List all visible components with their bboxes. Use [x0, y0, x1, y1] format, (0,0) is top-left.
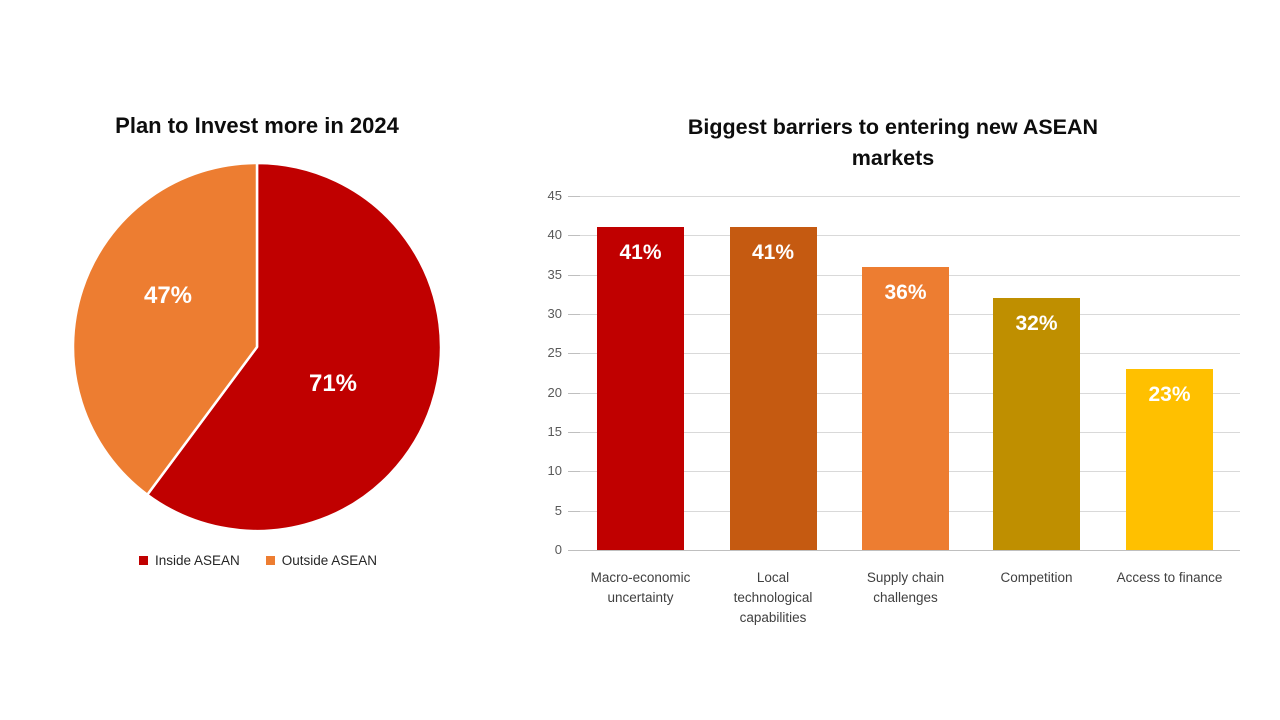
- category-label-2: Local technological capabilities: [703, 568, 843, 628]
- y-tick-label-45: 45: [547, 188, 562, 203]
- y-tick-label-10: 10: [547, 463, 562, 479]
- y-tick-label-15: 15: [547, 424, 562, 439]
- category-label-line: capabilities: [739, 610, 807, 625]
- bar-3: 36%: [862, 266, 949, 550]
- bar-2: 41%: [729, 227, 817, 550]
- category-label-line: Macro-economic: [590, 570, 691, 585]
- pie-chart-title: Plan to Invest more in 2024: [115, 113, 399, 138]
- category-label-line: Local: [756, 570, 790, 585]
- pie-slice-label-inside-asean: 71%: [308, 370, 358, 397]
- y-tick-30: [568, 314, 580, 315]
- bar-5: 23%: [1126, 369, 1213, 550]
- y-tick-label-0: 0: [554, 542, 562, 557]
- category-label-line: challenges: [873, 590, 938, 605]
- y-tick-5: [568, 510, 580, 512]
- legend-item-inside-asean: Inside ASEAN: [138, 552, 240, 568]
- bar-chart-title-line-2: markets: [851, 146, 935, 170]
- legend-label-inside-asean: Inside ASEAN: [154, 552, 240, 568]
- bar-1: 41%: [597, 227, 684, 550]
- bar-chart-title-line-1: Biggest barriers to entering new ASEAN: [687, 115, 1099, 139]
- y-tick-40: [568, 235, 580, 237]
- gridline-40: [580, 235, 1240, 237]
- category-label-line: uncertainty: [607, 590, 674, 605]
- pie-chart-graphic: [71, 161, 443, 533]
- y-tick-label-20: 20: [547, 384, 562, 400]
- category-label-line: Supply chain: [866, 570, 945, 585]
- y-tick-label-25: 25: [547, 345, 562, 361]
- y-tick-label-30: 30: [547, 306, 562, 321]
- bar-chart-title: Biggest barriers to entering new ASEAN m…: [613, 112, 1173, 174]
- y-tick-10: [568, 471, 580, 473]
- pie-slice-1: [71, 161, 259, 496]
- category-label-line: Access to finance: [1116, 570, 1223, 585]
- category-label-1: Macro-economic uncertainty: [571, 568, 711, 608]
- pie-slice-0: [146, 161, 443, 533]
- pie-legend: Inside ASEAN Outside ASEAN: [62, 551, 454, 569]
- category-label-line: Competition: [1000, 570, 1073, 585]
- bar-value-label-1: 41%: [619, 241, 662, 265]
- category-label-4: Competition: [967, 568, 1107, 588]
- bar-value-label-4: 32%: [1015, 312, 1058, 336]
- legend-swatch-inside-asean: [138, 555, 148, 565]
- y-tick-15: [568, 432, 580, 433]
- y-tick-20: [568, 392, 580, 394]
- legend-label-outside-asean: Outside ASEAN: [281, 552, 378, 568]
- bar-value-label-5: 23%: [1148, 383, 1191, 407]
- category-label-5: Access to finance: [1100, 568, 1240, 588]
- bar-4: 32%: [993, 298, 1080, 550]
- y-tick-35: [568, 274, 580, 276]
- x-axis-line: [568, 550, 1240, 551]
- y-tick-label-35: 35: [547, 266, 562, 282]
- y-tick-label-40: 40: [547, 227, 562, 243]
- y-tick-25: [568, 353, 580, 355]
- category-label-3: Supply chain challenges: [836, 568, 976, 608]
- pie-slice-label-outside-asean: 47%: [143, 282, 193, 309]
- gridline-45: [580, 196, 1240, 197]
- y-tick-45: [568, 196, 580, 197]
- legend-item-outside-asean: Outside ASEAN: [265, 552, 378, 568]
- legend-swatch-outside-asean: [265, 555, 275, 565]
- bar-value-label-2: 41%: [751, 241, 795, 265]
- category-label-line: technological: [733, 590, 813, 605]
- bar-value-label-3: 36%: [884, 280, 927, 304]
- y-tick-label-5: 5: [554, 502, 562, 518]
